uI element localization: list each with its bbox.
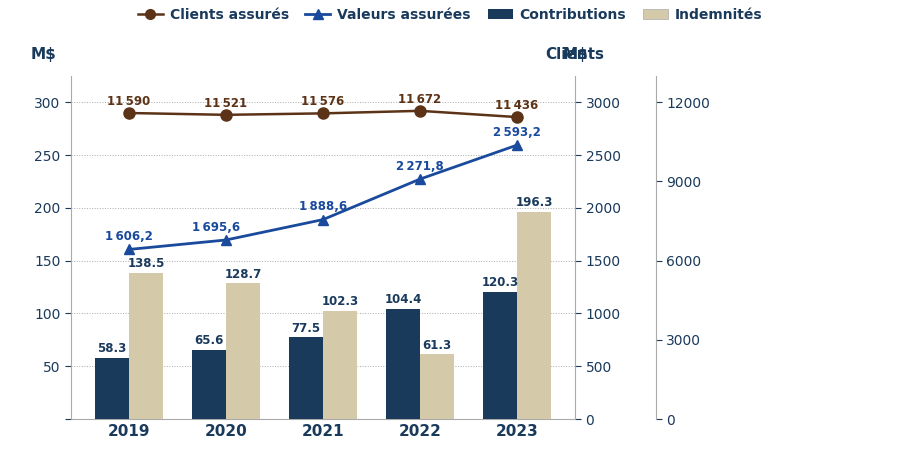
Bar [289, 337, 323, 419]
Text: M$: M$ [562, 47, 588, 62]
Text: 104.4: 104.4 [384, 293, 422, 306]
Text: 11 436: 11 436 [495, 99, 538, 112]
Text: 196.3: 196.3 [515, 196, 553, 209]
Text: 120.3: 120.3 [482, 276, 518, 289]
Bar [323, 311, 357, 419]
Bar [226, 283, 260, 419]
Text: 1 606,2: 1 606,2 [105, 230, 153, 243]
Text: 138.5: 138.5 [127, 257, 165, 270]
Text: M$: M$ [31, 47, 56, 62]
Text: 1 695,6: 1 695,6 [193, 221, 240, 234]
Bar [420, 355, 454, 419]
Bar [517, 212, 551, 419]
Text: 77.5: 77.5 [292, 321, 320, 335]
Text: 2 271,8: 2 271,8 [396, 160, 444, 173]
Text: 58.3: 58.3 [97, 342, 127, 355]
Text: 128.7: 128.7 [224, 267, 262, 281]
Text: 65.6: 65.6 [194, 334, 224, 347]
Text: 11 521: 11 521 [204, 97, 248, 109]
Bar [129, 273, 163, 419]
Bar [386, 309, 420, 419]
Bar [483, 292, 517, 419]
Text: 102.3: 102.3 [321, 296, 358, 308]
Text: 1 888,6: 1 888,6 [299, 200, 347, 213]
Text: 11 590: 11 590 [107, 95, 150, 108]
Text: 11 576: 11 576 [302, 95, 345, 108]
Text: Clients: Clients [545, 47, 605, 62]
Text: 11 672: 11 672 [399, 93, 442, 106]
Text: 2 593,2: 2 593,2 [493, 126, 541, 139]
Legend: Clients assurés, Valeurs assurées, Contributions, Indemnités: Clients assurés, Valeurs assurées, Contr… [132, 2, 768, 28]
Bar [192, 350, 226, 419]
Text: 61.3: 61.3 [422, 339, 452, 352]
Bar [95, 358, 129, 419]
